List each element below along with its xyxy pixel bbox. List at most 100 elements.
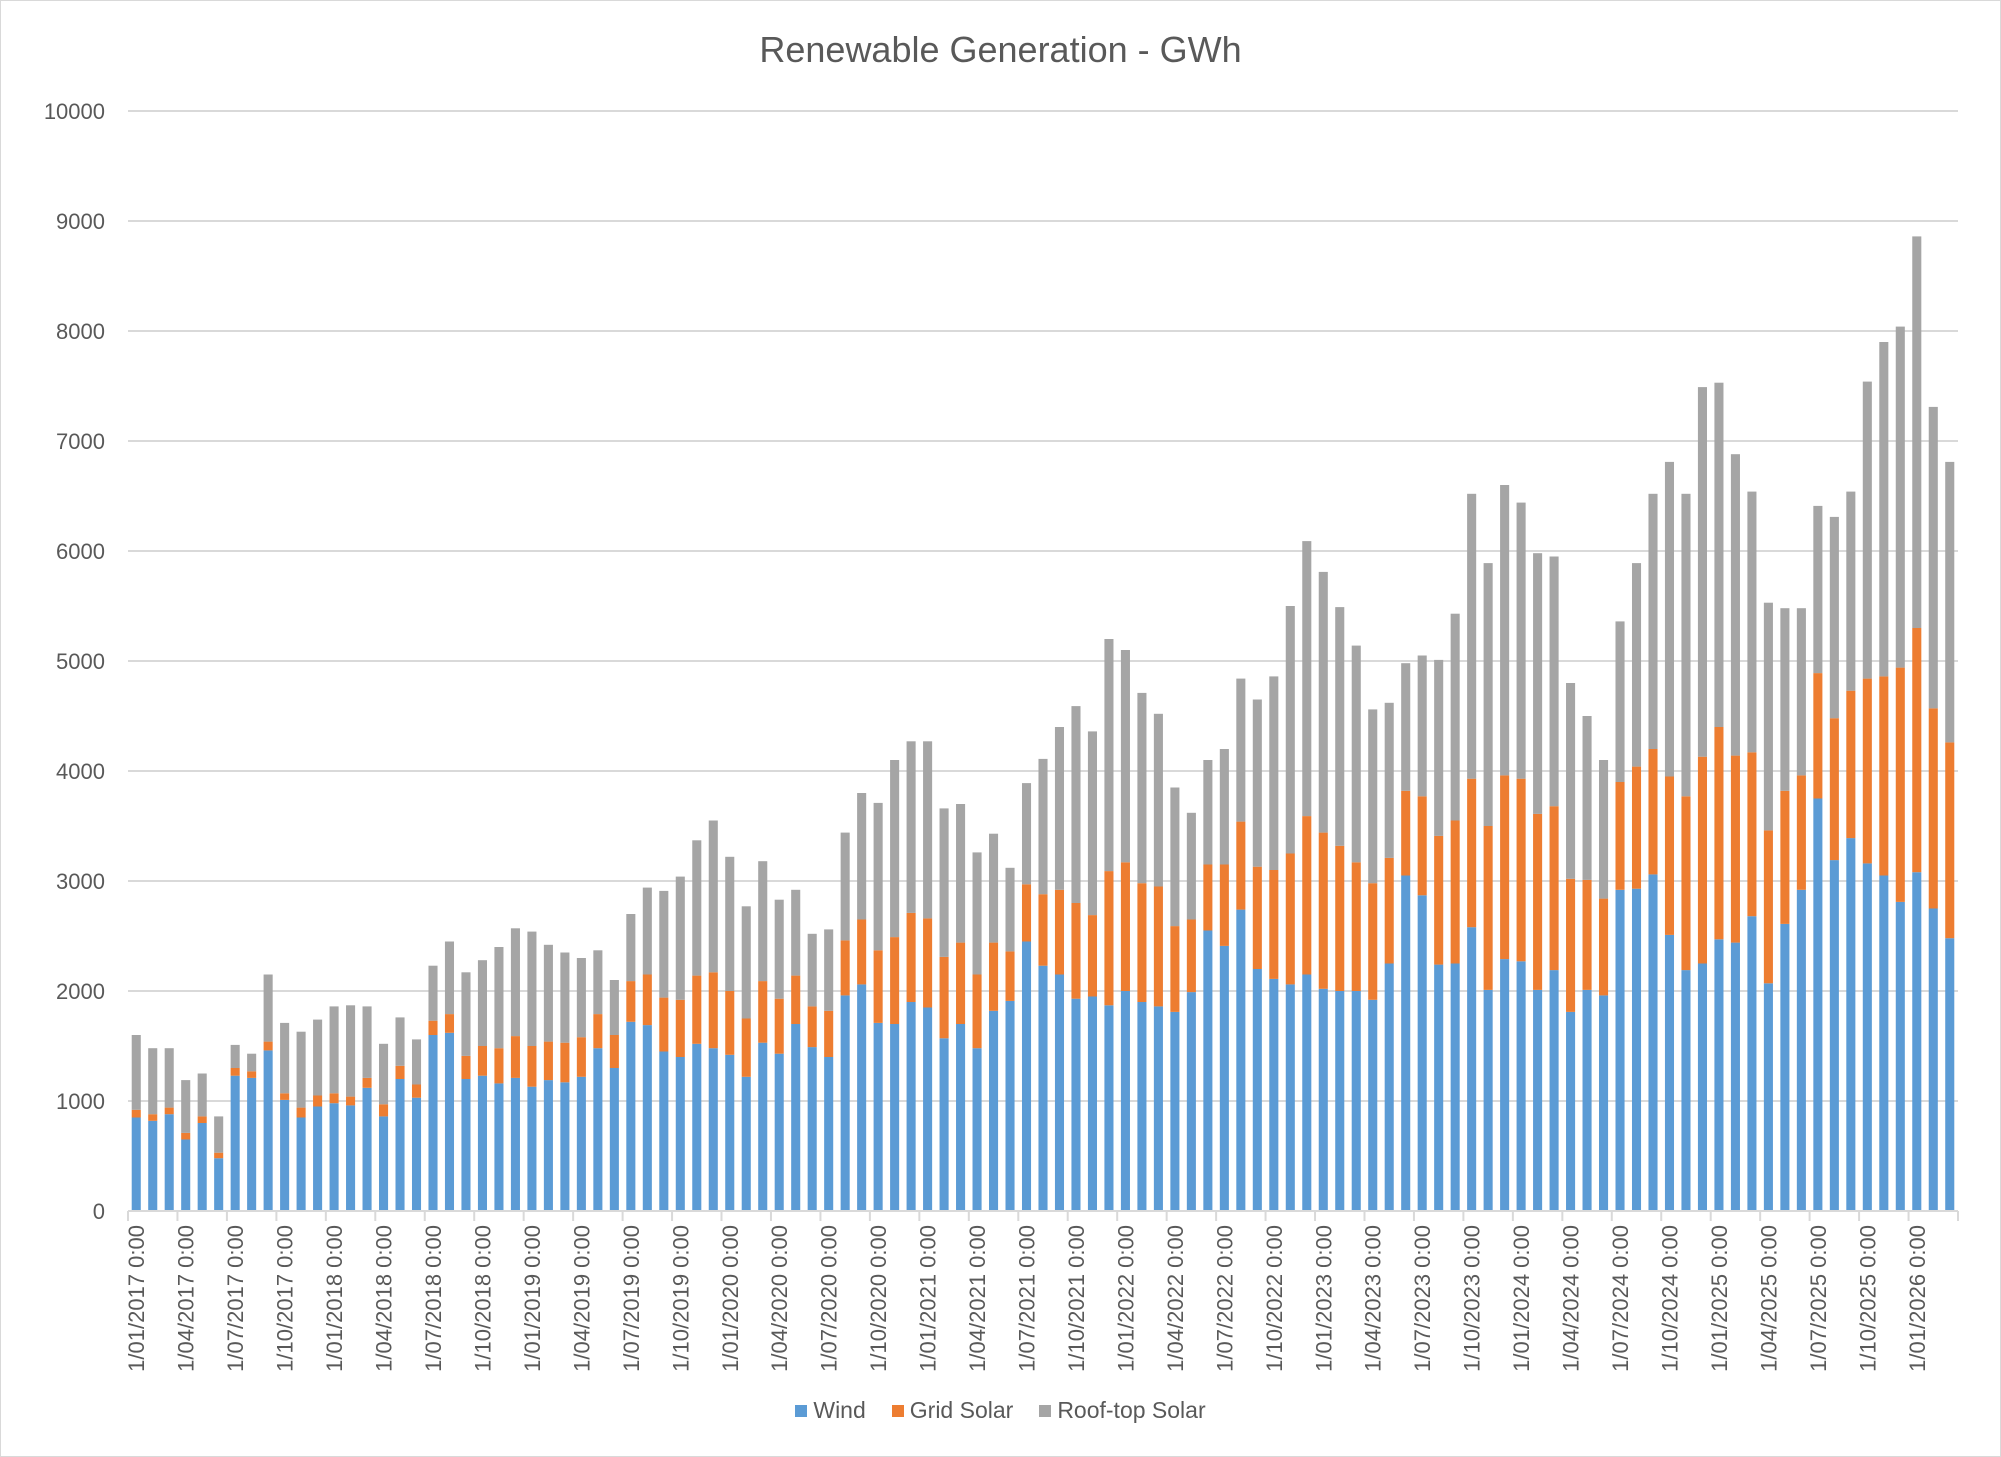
bars <box>131 236 1955 1211</box>
bar-grid-solar-10 <box>296 1107 306 1118</box>
bar-roof-top-solar-17 <box>411 1039 422 1085</box>
bar-wind-61 <box>1137 1002 1147 1211</box>
bar-wind-72 <box>1318 988 1328 1211</box>
bar-roof-top-solar-97 <box>1730 454 1740 756</box>
x-tick-label: 1/04/2018 0:00 <box>372 1225 397 1372</box>
bar-wind-107 <box>1895 901 1905 1211</box>
bar-wind-56 <box>1054 974 1065 1211</box>
bar-roof-top-solar-89 <box>1599 760 1609 899</box>
bar-grid-solar-9 <box>280 1093 290 1100</box>
bar-grid-solar-80 <box>1450 820 1460 964</box>
bar-wind-25 <box>543 1080 553 1211</box>
bar-roof-top-solar-93 <box>1664 461 1675 777</box>
bar-grid-solar-101 <box>1796 775 1806 890</box>
x-tick-label: 1/01/2021 0:00 <box>916 1225 941 1372</box>
bar-roof-top-solar-14 <box>362 1006 372 1078</box>
bar-roof-top-solar-29 <box>609 980 619 1035</box>
bar-wind-87 <box>1566 1011 1576 1211</box>
bar-wind-20 <box>461 1079 471 1211</box>
bar-roof-top-solar-86 <box>1549 556 1559 807</box>
bar-wind-62 <box>1153 1006 1163 1211</box>
bar-grid-solar-30 <box>626 981 636 1022</box>
x-tick-label: 1/07/2020 0:00 <box>817 1225 842 1372</box>
bar-wind-92 <box>1648 874 1658 1211</box>
bar-wind-15 <box>379 1116 389 1211</box>
bar-roof-top-solar-20 <box>461 972 471 1056</box>
x-tick-label: 1/07/2022 0:00 <box>1212 1225 1237 1372</box>
bar-grid-solar-88 <box>1582 879 1592 990</box>
bar-grid-solar-99 <box>1763 830 1773 984</box>
bar-wind-29 <box>609 1068 619 1211</box>
bar-roof-top-solar-67 <box>1236 678 1246 822</box>
bar-wind-66 <box>1219 945 1229 1211</box>
bar-wind-52 <box>989 1010 999 1211</box>
bar-grid-solar-46 <box>890 937 900 1024</box>
bar-wind-39 <box>774 1053 784 1211</box>
bar-grid-solar-102 <box>1813 673 1823 799</box>
bar-roof-top-solar-101 <box>1796 608 1806 776</box>
bar-roof-top-solar-53 <box>1005 867 1015 952</box>
bar-grid-solar-14 <box>362 1077 372 1088</box>
bar-grid-solar-84 <box>1516 778 1526 962</box>
bar-roof-top-solar-78 <box>1417 655 1427 797</box>
bar-wind-5 <box>214 1158 224 1211</box>
bar-wind-109 <box>1928 908 1938 1211</box>
y-tick-label: 1000 <box>56 1089 105 1114</box>
bar-grid-solar-39 <box>774 998 784 1054</box>
x-tick-label: 1/04/2019 0:00 <box>569 1225 594 1372</box>
bar-roof-top-solar-99 <box>1763 602 1773 831</box>
bar-grid-solar-42 <box>824 1010 834 1057</box>
bar-grid-solar-16 <box>395 1065 405 1079</box>
bar-wind-23 <box>510 1077 520 1211</box>
bar-wind-86 <box>1549 970 1559 1211</box>
bar-roof-top-solar-32 <box>659 890 669 998</box>
bar-grid-solar-93 <box>1664 776 1675 935</box>
bar-wind-108 <box>1912 872 1922 1211</box>
bar-grid-solar-49 <box>939 956 949 1039</box>
bar-grid-solar-70 <box>1285 853 1295 985</box>
bar-grid-solar-97 <box>1730 755 1740 943</box>
bar-wind-53 <box>1005 1000 1015 1211</box>
bar-grid-solar-77 <box>1401 790 1411 876</box>
bar-grid-solar-17 <box>411 1084 422 1098</box>
bar-wind-49 <box>939 1038 949 1211</box>
y-tick-label: 9000 <box>56 209 105 234</box>
bar-roof-top-solar-60 <box>1120 650 1130 863</box>
legend-swatch-grid-solar <box>891 1404 904 1417</box>
bar-wind-0 <box>131 1117 141 1211</box>
bar-roof-top-solar-110 <box>1945 461 1955 743</box>
bar-grid-solar-75 <box>1368 883 1378 1000</box>
bar-roof-top-solar-73 <box>1335 607 1345 846</box>
bar-wind-17 <box>411 1097 422 1211</box>
bar-wind-57 <box>1071 998 1081 1211</box>
bar-wind-22 <box>494 1083 504 1211</box>
bar-roof-top-solar-82 <box>1483 563 1493 826</box>
bar-wind-104 <box>1846 838 1856 1211</box>
bar-grid-solar-44 <box>857 919 867 985</box>
bar-grid-solar-56 <box>1054 889 1065 975</box>
bar-roof-top-solar-62 <box>1153 713 1163 887</box>
bar-grid-solar-68 <box>1252 866 1262 969</box>
bar-grid-solar-13 <box>346 1096 356 1106</box>
bar-wind-16 <box>395 1079 405 1211</box>
bar-roof-top-solar-37 <box>741 906 751 1019</box>
bar-grid-solar-54 <box>1021 884 1032 942</box>
bar-wind-100 <box>1780 923 1790 1211</box>
bar-wind-26 <box>560 1082 570 1211</box>
bar-grid-solar-64 <box>1186 919 1196 993</box>
bar-wind-7 <box>247 1077 257 1211</box>
bar-roof-top-solar-79 <box>1434 659 1444 836</box>
bar-roof-top-solar-109 <box>1928 406 1938 709</box>
bar-wind-99 <box>1763 983 1773 1211</box>
bar-wind-93 <box>1664 934 1675 1211</box>
bar-roof-top-solar-71 <box>1302 541 1312 817</box>
bar-roof-top-solar-77 <box>1401 663 1411 791</box>
bar-grid-solar-81 <box>1467 778 1477 928</box>
bar-roof-top-solar-76 <box>1384 702 1394 858</box>
bar-wind-43 <box>840 995 850 1211</box>
bar-grid-solar-20 <box>461 1055 471 1079</box>
bar-roof-top-solar-40 <box>791 889 801 976</box>
bar-wind-24 <box>527 1086 537 1211</box>
bar-grid-solar-87 <box>1566 878 1576 1012</box>
legend-label: Grid Solar <box>909 1397 1014 1423</box>
